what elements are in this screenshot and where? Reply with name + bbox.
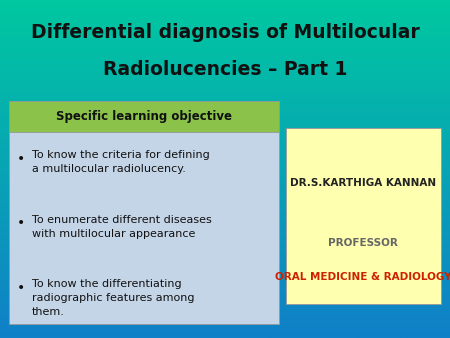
Text: To know the criteria for defining
a multilocular radiolucency.: To know the criteria for defining a mult… [32, 150, 209, 174]
Text: DR.S.KARTHIGA KANNAN: DR.S.KARTHIGA KANNAN [290, 177, 436, 188]
Text: Radiolucencies – Part 1: Radiolucencies – Part 1 [103, 60, 347, 79]
Text: To know the differentiating
radiographic features among
them.: To know the differentiating radiographic… [32, 279, 194, 317]
Text: •: • [17, 281, 25, 294]
Text: Differential diagnosis of Multilocular: Differential diagnosis of Multilocular [31, 23, 419, 42]
Text: •: • [17, 152, 25, 166]
Text: •: • [17, 216, 25, 230]
FancyBboxPatch shape [286, 128, 441, 304]
Text: PROFESSOR: PROFESSOR [328, 238, 398, 248]
FancyBboxPatch shape [9, 132, 279, 324]
Text: Specific learning objective: Specific learning objective [56, 110, 232, 123]
Text: ORAL MEDICINE & RADIOLOGY: ORAL MEDICINE & RADIOLOGY [275, 272, 450, 282]
FancyBboxPatch shape [9, 101, 279, 132]
Text: To enumerate different diseases
with multilocular appearance: To enumerate different diseases with mul… [32, 215, 211, 239]
